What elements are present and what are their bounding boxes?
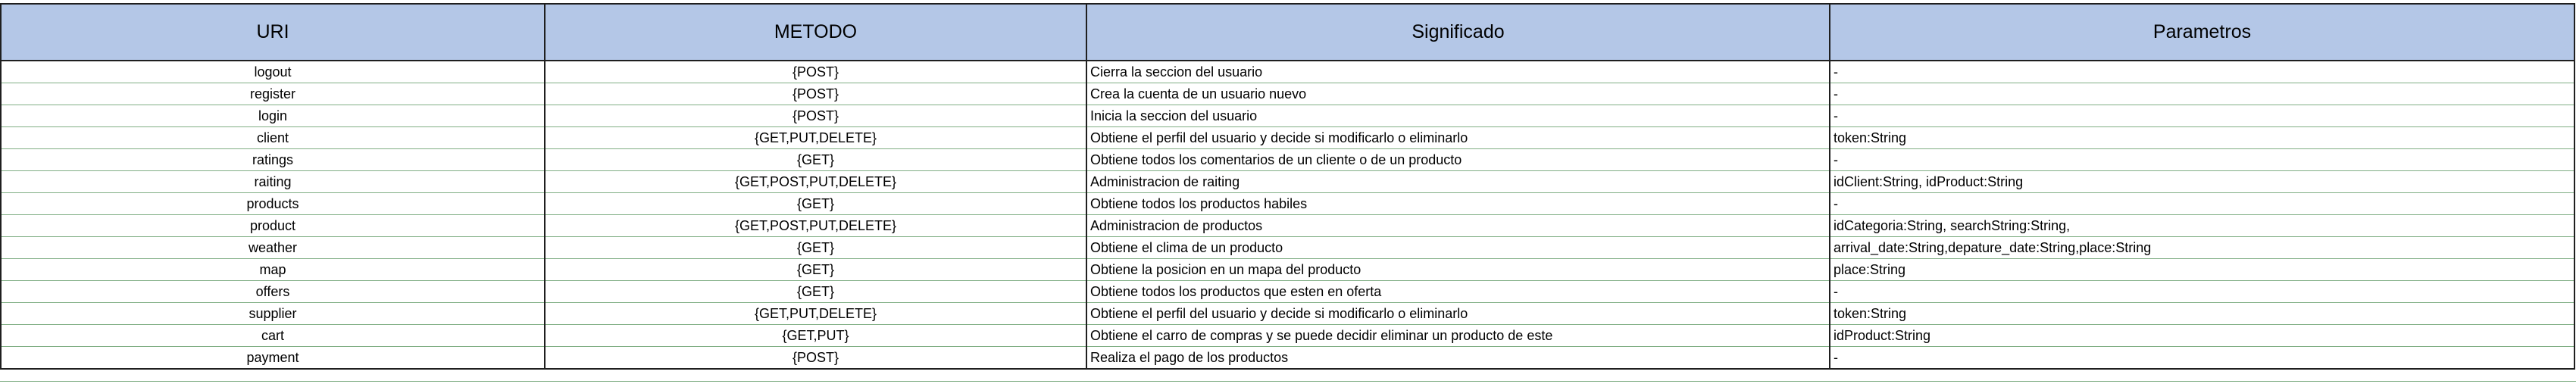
cell-method[interactable]: {POST}: [544, 105, 1087, 127]
cell-uri[interactable]: cart: [0, 324, 546, 347]
header-meaning[interactable]: Significado: [1086, 3, 1830, 61]
cell-uri[interactable]: weather: [0, 236, 546, 259]
table-row: login {POST} Inicia la seccion del usuar…: [0, 105, 2575, 127]
table-row: logout {POST} Cierra la seccion del usua…: [0, 60, 2575, 83]
table-row: raiting {GET,POST,PUT,DELETE} Administra…: [0, 170, 2575, 193]
cell-method[interactable]: {GET}: [544, 192, 1087, 215]
cell-params[interactable]: -: [1829, 105, 2575, 127]
cell-uri[interactable]: offers: [0, 280, 546, 303]
table-row: supplier {GET,PUT,DELETE} Obtiene el per…: [0, 302, 2575, 325]
table-row: offers {GET} Obtiene todos los productos…: [0, 280, 2575, 303]
table-row: register {POST} Crea la cuenta de un usu…: [0, 83, 2575, 105]
table-row: map {GET} Obtiene la posicion en un mapa…: [0, 258, 2575, 281]
cell-method[interactable]: {POST}: [544, 60, 1087, 83]
cell-uri[interactable]: supplier: [0, 302, 546, 325]
cell-params[interactable]: -: [1829, 60, 2575, 83]
cell-meaning[interactable]: Obtiene la posicion en un mapa del produ…: [1086, 258, 1830, 281]
cell-uri[interactable]: products: [0, 192, 546, 215]
cell-method[interactable]: {POST}: [544, 83, 1087, 105]
cell-meaning[interactable]: Obtiene todos los productos habiles: [1086, 192, 1830, 215]
cell-params[interactable]: idCategoria:String, searchString:String,: [1829, 214, 2575, 237]
cell-params[interactable]: -: [1829, 192, 2575, 215]
cell-params[interactable]: -: [1829, 346, 2575, 370]
cell-meaning[interactable]: Cierra la seccion del usuario: [1086, 60, 1830, 83]
cell-params[interactable]: -: [1829, 83, 2575, 105]
cell-uri[interactable]: payment: [0, 346, 546, 370]
cell-meaning[interactable]: Obtiene todos los productos que esten en…: [1086, 280, 1830, 303]
cell-meaning[interactable]: Crea la cuenta de un usuario nuevo: [1086, 83, 1830, 105]
table-row: products {GET} Obtiene todos los product…: [0, 192, 2575, 215]
cell-meaning[interactable]: Obtiene todos los comentarios de un clie…: [1086, 148, 1830, 171]
cell-method[interactable]: {GET}: [544, 236, 1087, 259]
table-row: payment {POST} Realiza el pago de los pr…: [0, 346, 2575, 370]
cell-method[interactable]: {GET,PUT}: [544, 324, 1087, 347]
cell-meaning[interactable]: Administracion de raiting: [1086, 170, 1830, 193]
table-row: client {GET,PUT,DELETE} Obtiene el perfi…: [0, 126, 2575, 149]
cell-uri[interactable]: map: [0, 258, 546, 281]
cell-params[interactable]: token:String: [1829, 302, 2575, 325]
cell-method[interactable]: {GET,PUT,DELETE}: [544, 126, 1087, 149]
cell-meaning[interactable]: Inicia la seccion del usuario: [1086, 105, 1830, 127]
cell-uri[interactable]: login: [0, 105, 546, 127]
cell-meaning[interactable]: Obtiene el perfil del usuario y decide s…: [1086, 302, 1830, 325]
cell-params[interactable]: place:String: [1829, 258, 2575, 281]
cell-uri[interactable]: logout: [0, 60, 546, 83]
header-uri[interactable]: URI: [0, 3, 546, 61]
table-row: weather {GET} Obtiene el clima de un pro…: [0, 236, 2575, 259]
table-row: cart {GET,PUT} Obtiene el carro de compr…: [0, 324, 2575, 347]
grid-line: [0, 381, 2576, 382]
cell-meaning[interactable]: Obtiene el carro de compras y se puede d…: [1086, 324, 1830, 347]
cell-method[interactable]: {GET}: [544, 258, 1087, 281]
cell-params[interactable]: arrival_date:String,depature_date:String…: [1829, 236, 2575, 259]
cell-uri[interactable]: register: [0, 83, 546, 105]
header-params[interactable]: Parametros: [1829, 3, 2575, 61]
cell-uri[interactable]: product: [0, 214, 546, 237]
table-row: product {GET,POST,PUT,DELETE} Administra…: [0, 214, 2575, 237]
header-method[interactable]: METODO: [544, 3, 1087, 61]
cell-meaning[interactable]: Obtiene el clima de un producto: [1086, 236, 1830, 259]
cell-params[interactable]: -: [1829, 148, 2575, 171]
cell-method[interactable]: {GET}: [544, 148, 1087, 171]
cell-params[interactable]: idProduct:String: [1829, 324, 2575, 347]
api-uri-table: URI METODO Significado Parametros logout…: [0, 3, 2575, 370]
cell-params[interactable]: -: [1829, 280, 2575, 303]
cell-method[interactable]: {GET,PUT,DELETE}: [544, 302, 1087, 325]
cell-uri[interactable]: raiting: [0, 170, 546, 193]
cell-method[interactable]: {GET}: [544, 280, 1087, 303]
cell-meaning[interactable]: Obtiene el perfil del usuario y decide s…: [1086, 126, 1830, 149]
cell-params[interactable]: token:String: [1829, 126, 2575, 149]
header-row: URI METODO Significado Parametros: [0, 3, 2575, 61]
cell-method[interactable]: {POST}: [544, 346, 1087, 370]
cell-uri[interactable]: client: [0, 126, 546, 149]
cell-meaning[interactable]: Administracion de productos: [1086, 214, 1830, 237]
cell-uri[interactable]: ratings: [0, 148, 546, 171]
cell-method[interactable]: {GET,POST,PUT,DELETE}: [544, 214, 1087, 237]
cell-method[interactable]: {GET,POST,PUT,DELETE}: [544, 170, 1087, 193]
cell-params[interactable]: idClient:String, idProduct:String: [1829, 170, 2575, 193]
table-row: ratings {GET} Obtiene todos los comentar…: [0, 148, 2575, 171]
cell-meaning[interactable]: Realiza el pago de los productos: [1086, 346, 1830, 370]
